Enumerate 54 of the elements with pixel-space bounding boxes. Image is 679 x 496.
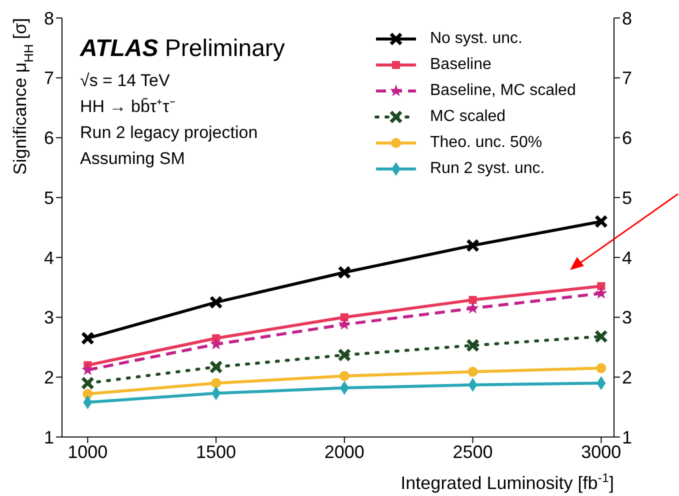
point — [211, 378, 222, 388]
y-tick-label: 8 — [44, 8, 54, 28]
annotation: ATLAS Preliminary — [80, 35, 285, 62]
point — [338, 318, 351, 330]
point — [209, 360, 223, 374]
x-tick-label: 2500 — [452, 442, 493, 462]
y2-tick-label: 3 — [622, 308, 632, 328]
point — [468, 366, 478, 377]
point — [466, 238, 480, 252]
point — [338, 348, 352, 362]
point — [80, 376, 94, 390]
y2-tick-label: 5 — [622, 188, 632, 208]
legend-label: Baseline — [430, 56, 492, 74]
point — [338, 266, 352, 280]
x-tick-label: 1000 — [68, 442, 108, 462]
point — [466, 338, 480, 352]
point — [594, 214, 608, 228]
x-tick-label: 3000 — [581, 442, 622, 462]
y2-tick-label: 8 — [622, 8, 632, 28]
point — [597, 282, 606, 290]
point — [209, 296, 223, 310]
x-tick-label: 1500 — [196, 442, 236, 462]
y-tick-label: 1 — [44, 427, 54, 448]
y-tick-label: 2 — [44, 368, 54, 388]
annotation: HH → bb̄τ⁺τ⁻ — [80, 96, 176, 118]
point — [466, 302, 479, 314]
y-tick-label: 6 — [44, 128, 54, 148]
y-tick-label: 5 — [44, 188, 54, 208]
annotation: √s = 14 TeV — [80, 70, 171, 92]
legend-label: Theo. unc. 50% — [430, 134, 542, 152]
point — [596, 363, 606, 374]
point — [340, 313, 348, 322]
legend-label: Run 2 syst. unc. — [430, 160, 545, 178]
annotation: Assuming SM — [80, 148, 186, 170]
y2-tick-label: 2 — [622, 368, 632, 388]
y-tick-label: 3 — [44, 308, 54, 328]
point — [468, 296, 477, 304]
x-tick-label: 2000 — [324, 442, 364, 462]
point — [212, 334, 220, 342]
legend-label: MC scaled — [430, 108, 506, 126]
y2-tick-label: 7 — [622, 68, 632, 88]
legend-label: No syst. unc. — [430, 30, 522, 48]
point — [80, 331, 94, 345]
y2-tick-label: 4 — [622, 248, 632, 268]
point — [339, 370, 350, 381]
y-tick-label: 4 — [44, 248, 54, 268]
y2-tick-label: 1 — [622, 427, 632, 448]
y-tick-label: 7 — [44, 68, 54, 88]
point — [594, 330, 608, 344]
annotation: Run 2 legacy projection — [80, 122, 259, 144]
point — [594, 286, 608, 299]
y2-tick-label: 6 — [622, 128, 632, 148]
x-axis-title: Integrated Luminosity [fb$^{-1}$] — [400, 471, 614, 493]
legend-label: Baseline, MC scaled — [430, 82, 576, 100]
